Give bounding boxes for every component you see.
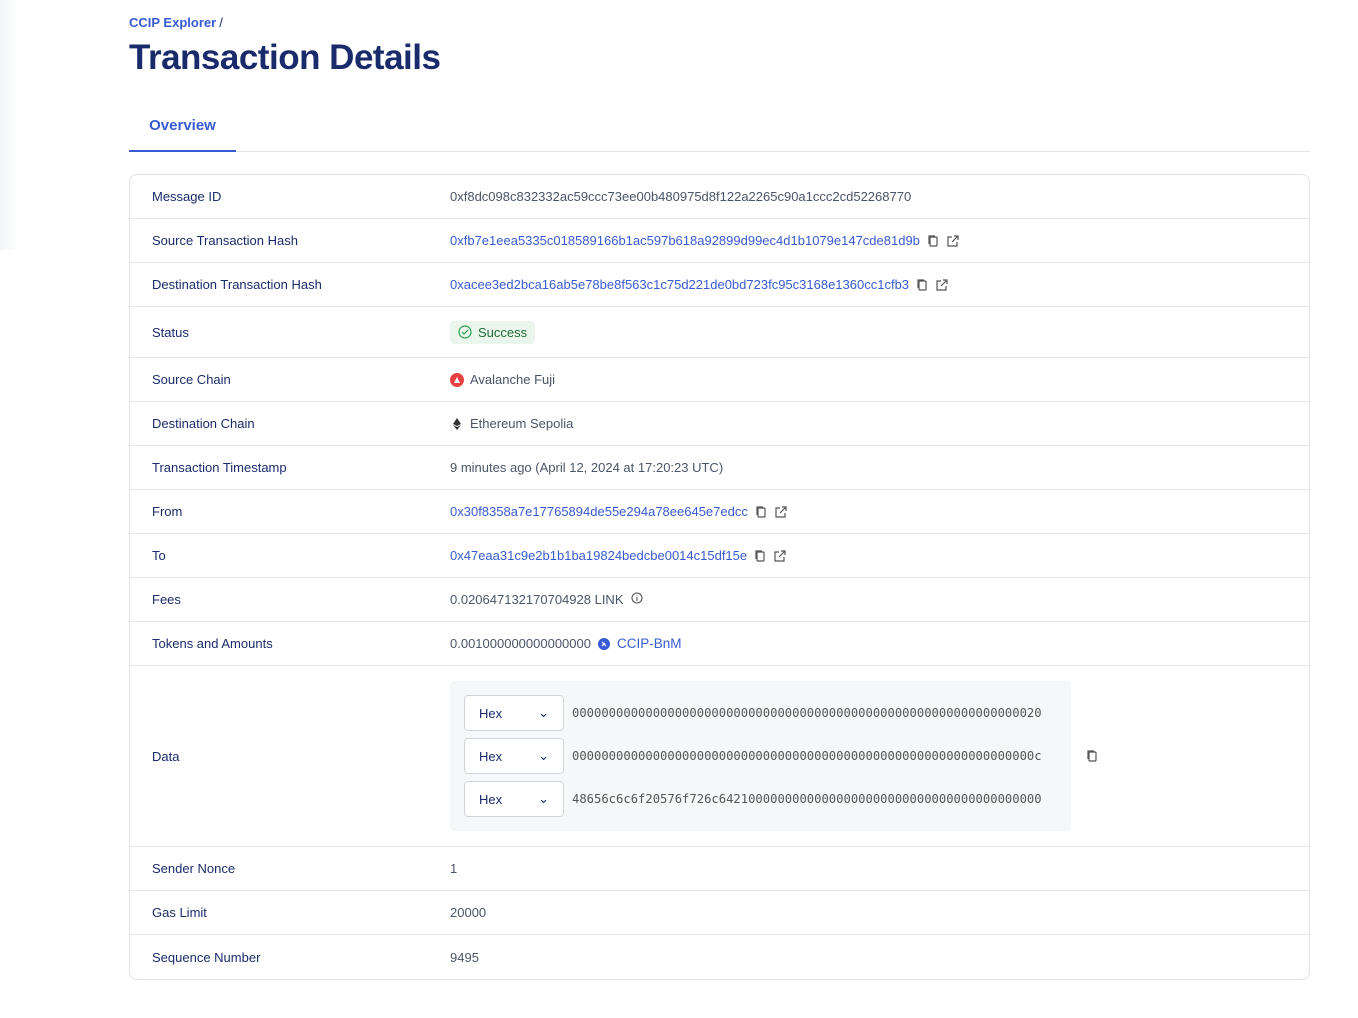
format-select[interactable]: Hex ⌄ bbox=[464, 695, 564, 731]
ethereum-icon bbox=[453, 417, 461, 430]
data-box: Hex ⌄ 000000000000000000000000000000000000… bbox=[450, 681, 1071, 831]
source-chain-value: Avalanche Fuji bbox=[470, 372, 556, 387]
copy-icon[interactable] bbox=[754, 505, 768, 519]
label: Data bbox=[152, 748, 180, 764]
data-value: 48656c6c6f20576f726c64210000000000000000… bbox=[572, 792, 1042, 806]
nonce-value: 1 bbox=[450, 861, 458, 876]
label: Fees bbox=[152, 592, 181, 607]
format-value: Hex bbox=[479, 705, 503, 721]
to-address-link[interactable]: 0x47eaa31c9e2b1b1ba19824bedcbe0014c15df1… bbox=[450, 548, 748, 563]
chevron-down-icon: ⌄ bbox=[538, 705, 549, 720]
copy-icon[interactable] bbox=[915, 278, 929, 292]
row-message-id: Message ID 0xf8dc098c832332ac59ccc73ee00b… bbox=[130, 175, 1309, 219]
row-status: Status Success bbox=[130, 307, 1309, 358]
tab-overview[interactable]: Overview bbox=[129, 103, 236, 152]
fees-value: 0.020647132170704928 LINK bbox=[450, 592, 624, 607]
check-circle-icon bbox=[458, 325, 472, 339]
chevron-down-icon: ⌄ bbox=[538, 748, 549, 763]
label: To bbox=[152, 548, 166, 563]
breadcrumb: CCIP Explorer / bbox=[129, 15, 223, 30]
data-line: Hex ⌄ 48656c6c6f20576f726c6421000000000000… bbox=[464, 781, 1057, 817]
timestamp-value: 9 minutes ago (April 12, 2024 at 17:20:2… bbox=[450, 460, 724, 475]
external-link-icon[interactable] bbox=[774, 505, 788, 519]
source-tx-link[interactable]: 0xfb7e1eea5335c018589166b1ac597b618a9289… bbox=[450, 233, 920, 248]
status-badge: Success bbox=[450, 320, 536, 344]
data-value: 0000000000000000000000000000000000000000… bbox=[572, 706, 1042, 720]
data-line: Hex ⌄ 000000000000000000000000000000000000… bbox=[464, 738, 1057, 774]
data-line: Hex ⌄ 000000000000000000000000000000000000… bbox=[464, 695, 1057, 731]
label: Sender Nonce bbox=[152, 861, 236, 876]
status-text: Success bbox=[478, 324, 528, 340]
copy-icon[interactable] bbox=[1085, 749, 1099, 763]
row-tokens: Tokens and Amounts 0.001000000000000000 CC… bbox=[130, 622, 1309, 666]
row-to: To 0x47eaa31c9e2b1b1ba19824bedcbe0014c15d… bbox=[130, 534, 1309, 578]
label: Message ID bbox=[152, 189, 222, 204]
copy-icon[interactable] bbox=[753, 549, 767, 563]
copy-icon[interactable] bbox=[926, 234, 940, 248]
format-value: Hex bbox=[479, 748, 503, 764]
row-gas: Gas Limit 20000 bbox=[130, 891, 1309, 935]
tab-bar: Overview bbox=[129, 103, 1310, 152]
label: Source Chain bbox=[152, 372, 231, 387]
row-sequence: Sequence Number 9495 bbox=[130, 935, 1309, 979]
breadcrumb-separator: / bbox=[219, 15, 223, 30]
row-source-chain: Source Chain Avalanche Fuji bbox=[130, 358, 1309, 402]
external-link-icon[interactable] bbox=[935, 278, 949, 292]
dest-tx-link[interactable]: 0xacee3ed2bca16ab5e78be8f563c1c75d221de0… bbox=[450, 277, 910, 292]
info-icon[interactable] bbox=[630, 591, 644, 605]
row-nonce: Sender Nonce 1 bbox=[130, 847, 1309, 891]
label: Source Transaction Hash bbox=[152, 233, 298, 248]
format-select[interactable]: Hex ⌄ bbox=[464, 738, 564, 774]
row-fees: Fees 0.020647132170704928 LINK bbox=[130, 578, 1309, 622]
row-source-tx: Source Transaction Hash 0xfb7e1eea5335c01… bbox=[130, 219, 1309, 263]
row-data: Data Hex ⌄ 0000000000000000000000000000000… bbox=[130, 666, 1309, 847]
details-card: Message ID 0xf8dc098c832332ac59ccc73ee00b… bbox=[129, 174, 1310, 980]
label: From bbox=[152, 504, 183, 519]
external-link-icon[interactable] bbox=[773, 549, 787, 563]
token-amount: 0.001000000000000000 bbox=[450, 636, 591, 651]
avalanche-icon bbox=[450, 372, 464, 387]
left-shade bbox=[0, 0, 20, 250]
label: Gas Limit bbox=[152, 905, 207, 920]
external-link-icon[interactable] bbox=[946, 234, 960, 248]
label: Destination Transaction Hash bbox=[152, 277, 322, 292]
gas-value: 20000 bbox=[450, 905, 487, 920]
label: Transaction Timestamp bbox=[152, 460, 287, 475]
label: Sequence Number bbox=[152, 949, 261, 965]
data-value: 0000000000000000000000000000000000000000… bbox=[572, 749, 1042, 763]
label: Destination Chain bbox=[152, 416, 255, 431]
row-from: From 0x30f8358a7e17765894de55e294a78ee645… bbox=[130, 490, 1309, 534]
chevron-down-icon: ⌄ bbox=[538, 791, 549, 806]
label: Tokens and Amounts bbox=[152, 636, 273, 651]
from-address-link[interactable]: 0x30f8358a7e17765894de55e294a78ee645e7ed… bbox=[450, 504, 748, 519]
label: Status bbox=[152, 324, 189, 340]
token-link[interactable]: CCIP-BnM bbox=[616, 636, 682, 651]
row-dest-chain: Destination Chain Ethereum Sepolia bbox=[130, 402, 1309, 446]
row-timestamp: Transaction Timestamp 9 minutes ago (Apri… bbox=[130, 446, 1309, 490]
sequence-value: 9495 bbox=[450, 949, 479, 965]
breadcrumb-root-link[interactable]: CCIP Explorer bbox=[129, 15, 217, 30]
page-title: Transaction Details bbox=[129, 38, 441, 77]
token-icon bbox=[597, 637, 610, 650]
format-select[interactable]: Hex ⌄ bbox=[464, 781, 564, 817]
format-value: Hex bbox=[479, 791, 503, 807]
row-dest-tx: Destination Transaction Hash 0xacee3ed2bc… bbox=[130, 263, 1309, 307]
message-id-value: 0xf8dc098c832332ac59ccc73ee00b480975d8f1… bbox=[450, 189, 912, 204]
dest-chain-value: Ethereum Sepolia bbox=[470, 416, 574, 431]
